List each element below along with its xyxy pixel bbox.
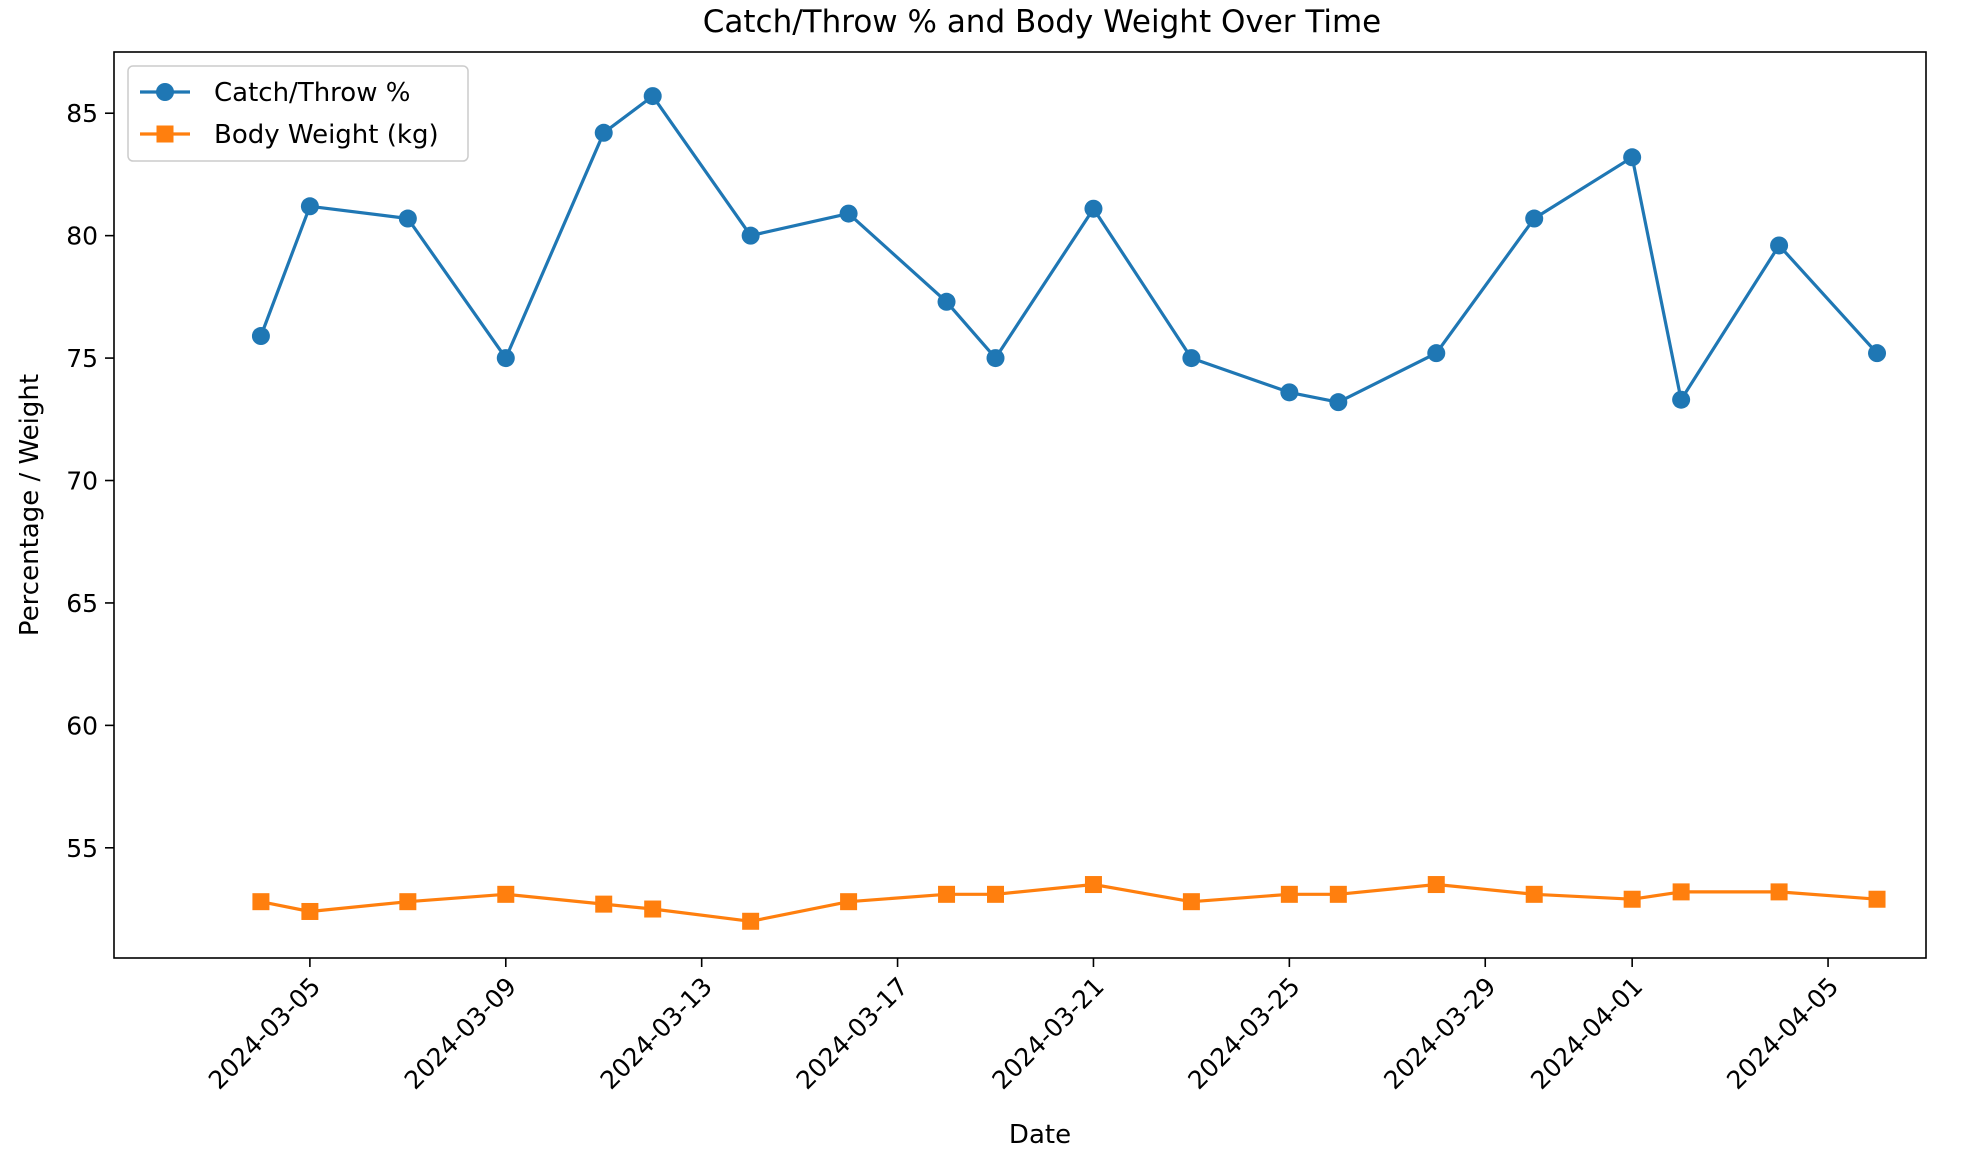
data-point [251, 327, 270, 346]
data-point [1770, 883, 1788, 901]
chart-title: Catch/Throw % and Body Weight Over Time [703, 4, 1382, 40]
data-point [1623, 890, 1641, 908]
data-point [986, 349, 1005, 368]
data-point [1182, 349, 1201, 368]
y-tick-label: 80 [66, 222, 98, 251]
data-point [595, 895, 613, 913]
data-point [840, 893, 858, 911]
data-point [1329, 885, 1347, 903]
data-point [1672, 883, 1690, 901]
data-point [987, 885, 1005, 903]
data-point [1182, 893, 1200, 911]
legend: Catch/Throw % Body Weight (kg) [127, 65, 469, 162]
legend-marker [156, 83, 174, 101]
y-tick-label: 55 [66, 834, 98, 863]
legend-entry: Catch/Throw % [140, 78, 410, 108]
data-point [1427, 876, 1445, 894]
series-1 [252, 876, 1886, 930]
legend-label: Body Weight (kg) [214, 120, 439, 150]
data-point [1084, 876, 1102, 894]
data-point [1623, 148, 1642, 167]
data-point [1868, 890, 1886, 908]
data-point [399, 893, 417, 911]
legend-box [127, 65, 469, 162]
legend-label: Catch/Throw % [214, 78, 410, 108]
data-point [937, 292, 956, 311]
series-layer [251, 87, 1887, 930]
legend-entry: Body Weight (kg) [140, 120, 439, 150]
data-point [252, 893, 270, 911]
data-point [301, 902, 319, 920]
legend-marker [156, 125, 174, 143]
data-point [644, 900, 662, 918]
data-point [1329, 393, 1348, 412]
y-tick-label: 85 [66, 99, 98, 128]
y-tick-label: 65 [66, 589, 98, 618]
data-point [1280, 383, 1299, 402]
x-axis-title: Date [1009, 1120, 1071, 1150]
series-line [259, 94, 1879, 404]
data-point [1525, 209, 1544, 228]
data-point [643, 87, 662, 106]
series-0 [251, 87, 1887, 412]
data-point [496, 349, 515, 368]
data-point [742, 912, 760, 930]
data-point [1868, 344, 1887, 363]
data-point [594, 123, 613, 142]
data-point [398, 209, 417, 228]
data-point [839, 204, 858, 223]
data-point [741, 226, 760, 245]
data-point [1427, 344, 1446, 363]
data-point [497, 885, 515, 903]
y-tick-label: 60 [66, 711, 98, 740]
data-point [1084, 199, 1103, 218]
data-point [1770, 236, 1789, 255]
data-point [1280, 885, 1298, 903]
data-point [1672, 390, 1691, 409]
plot-frame [113, 51, 1927, 959]
data-point [300, 197, 319, 216]
data-point [938, 885, 956, 903]
data-point [1525, 885, 1543, 903]
y-tick-label: 75 [66, 344, 98, 373]
y-tick-label: 70 [66, 467, 98, 496]
y-axis-title: Percentage / Weight [15, 374, 45, 636]
y-axis: 55 60 65 70 75 80 85 [66, 99, 114, 863]
series-line [260, 882, 1878, 923]
